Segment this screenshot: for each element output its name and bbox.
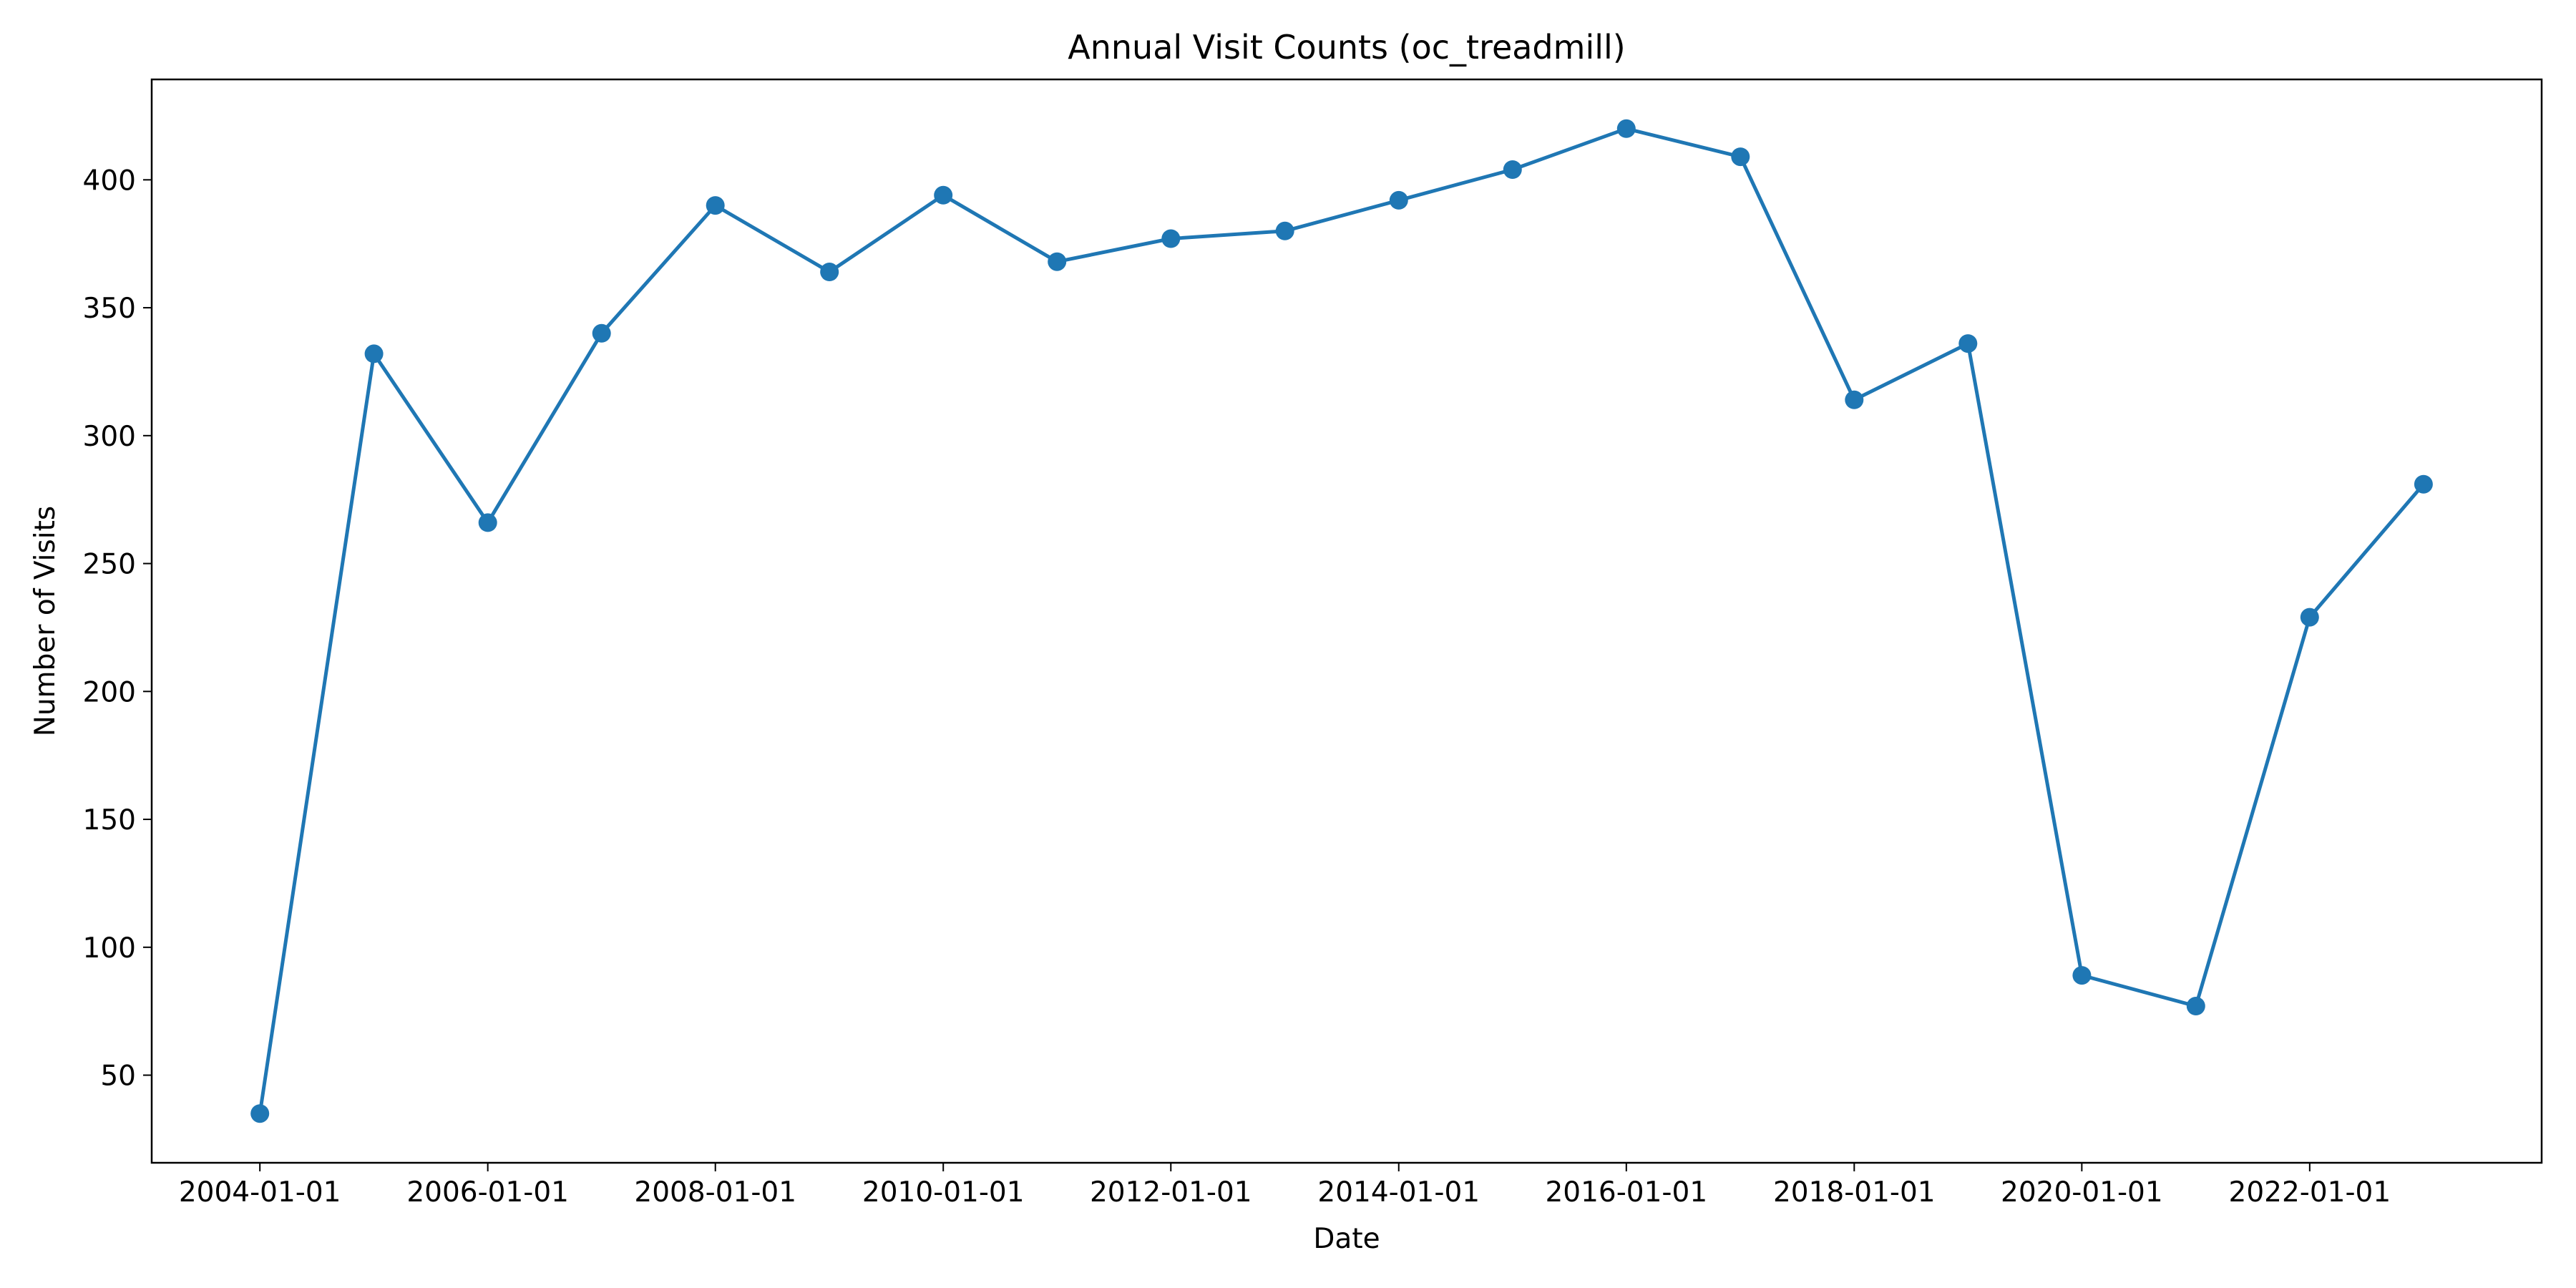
x-tick-label: 2022-01-01: [2229, 1176, 2391, 1209]
data-point-marker: [250, 1104, 270, 1123]
x-axis-label: Date: [1313, 1223, 1380, 1255]
data-point-marker: [1845, 390, 1864, 409]
data-point-marker: [2186, 997, 2205, 1015]
data-point-marker: [2414, 474, 2433, 494]
chart-title: Annual Visit Counts (oc_treadmill): [1068, 28, 1625, 67]
data-point-marker: [1389, 190, 1408, 210]
plot-frame: [150, 78, 2543, 1164]
data-point-marker: [820, 263, 839, 281]
data-point-marker: [1503, 160, 1522, 179]
y-tick-label: 300: [83, 421, 136, 453]
y-axis-label: Number of Visits: [29, 506, 62, 736]
data-point-marker: [1616, 119, 1636, 138]
data-point-marker: [706, 196, 725, 215]
x-tick-label: 2012-01-01: [1090, 1176, 1252, 1209]
x-tick-label: 2016-01-01: [1545, 1176, 1707, 1209]
x-tick-label: 2008-01-01: [634, 1176, 796, 1209]
data-point-marker: [2300, 608, 2319, 627]
data-point-marker: [592, 323, 611, 343]
data-point-marker: [934, 185, 953, 205]
x-tick-label: 2010-01-01: [862, 1176, 1025, 1209]
series-line: [258, 127, 2425, 1114]
data-point-marker: [1731, 147, 1750, 167]
y-tick-label: 250: [83, 549, 136, 581]
y-tick-label: 350: [83, 293, 136, 325]
data-point-marker: [1048, 252, 1067, 271]
y-tick-label: 100: [83, 932, 136, 965]
x-tick-label: 2020-01-01: [2001, 1176, 2163, 1209]
x-tick-label: 2014-01-01: [1317, 1176, 1480, 1209]
data-point-marker: [1958, 334, 1978, 353]
plot-area: [250, 119, 2433, 1123]
y-tick-label: 150: [83, 804, 136, 836]
data-point-marker: [364, 344, 384, 364]
y-tick-label: 400: [83, 165, 136, 197]
x-tick-label: 2018-01-01: [1773, 1176, 1936, 1209]
x-tick-label: 2004-01-01: [179, 1176, 341, 1209]
data-point-marker: [2072, 966, 2092, 985]
x-tick-label: 2006-01-01: [406, 1176, 569, 1209]
data-point-marker: [1161, 229, 1181, 248]
data-point-marker: [478, 513, 497, 532]
y-axis: 50 100 150 200 250 300 350 400: [83, 165, 152, 1093]
y-tick-label: 200: [83, 676, 136, 708]
x-axis: 2004-01-01 2006-01-01 2008-01-01 2010-01-01…: [179, 1163, 2391, 1209]
y-tick-label: 50: [100, 1060, 136, 1093]
data-point-marker: [1275, 221, 1294, 240]
